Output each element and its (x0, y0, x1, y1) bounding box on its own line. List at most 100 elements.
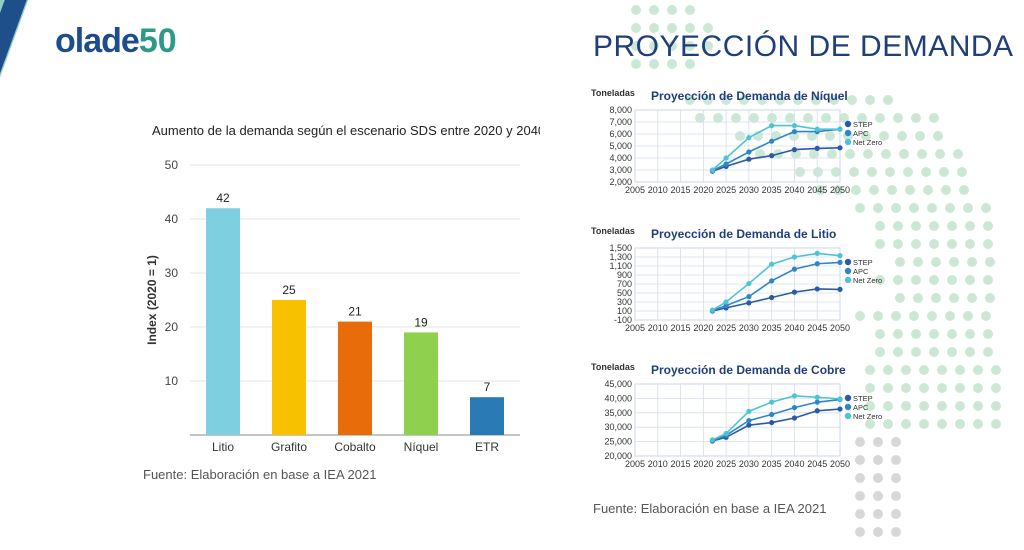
background-dot (891, 509, 901, 519)
x-tick-label: 2020 (693, 323, 713, 333)
data-point (837, 145, 843, 151)
y-axis-label: Index (2020 = 1) (145, 255, 159, 345)
x-tick-label: 2020 (693, 459, 713, 469)
x-tick-label: 2020 (693, 185, 713, 195)
y-tick-label: 40,000 (604, 393, 632, 403)
background-dot (919, 365, 929, 375)
x-tick-label: 2015 (671, 185, 691, 195)
chart-title: Proyección de Demanda de Cobre (651, 363, 846, 377)
data-point (769, 294, 775, 301)
x-tick-label: 2005 (625, 185, 645, 195)
data-point (791, 393, 798, 399)
background-dot (923, 185, 933, 195)
x-tick-label: 2040 (784, 323, 804, 333)
background-dot (959, 185, 969, 195)
data-point (746, 135, 752, 141)
bar-etr (470, 397, 504, 435)
source-note-left: Fuente: Elaboración en base a IEA 2021 (143, 467, 377, 482)
background-dot (931, 257, 941, 267)
background-dot (991, 365, 1001, 375)
data-point (814, 145, 820, 151)
page-title: PROYECCIÓN DE DEMANDA (593, 30, 1014, 63)
background-dot (649, 5, 659, 15)
background-dot (981, 311, 991, 321)
y-tick-label: 8,000 (609, 105, 632, 115)
background-dot (955, 419, 965, 429)
bar-value-label: 21 (348, 305, 362, 319)
background-dot (873, 491, 883, 501)
data-point (814, 250, 820, 256)
legend-label: STEP (853, 394, 873, 403)
background-dot (973, 383, 983, 393)
y-tick-label: 25,000 (604, 437, 632, 447)
x-tick-label: 2025 (716, 185, 736, 195)
legend-marker (844, 138, 852, 146)
background-dot (929, 113, 939, 123)
x-tick-label: 2010 (648, 459, 668, 469)
data-point (837, 406, 843, 412)
logo-text: olade (55, 22, 140, 60)
y-tick-label: 2,000 (609, 177, 632, 187)
series-line-step (712, 288, 841, 312)
background-dot (973, 419, 983, 429)
x-tick-label: 2030 (739, 185, 759, 195)
y-tick-label: 50 (165, 158, 179, 172)
background-dot (631, 5, 641, 15)
background-dot (947, 347, 957, 357)
legend-marker (844, 120, 852, 128)
y-tick-label: 300 (617, 297, 632, 307)
x-tick-label: 2015 (671, 459, 691, 469)
data-point (814, 286, 820, 292)
legend-label: APC (853, 403, 869, 412)
background-dot (667, 5, 677, 15)
x-tick-label: 2025 (716, 459, 736, 469)
y-axis-label: Toneladas (591, 362, 635, 372)
legend-marker (844, 276, 852, 284)
background-dot (891, 527, 901, 537)
y-tick-label: 35,000 (604, 408, 632, 418)
data-point (769, 138, 775, 144)
background-dot (991, 401, 1001, 411)
background-dot (955, 383, 965, 393)
y-tick-label: 7,000 (609, 117, 632, 127)
data-point (837, 253, 843, 259)
background-dot (973, 401, 983, 411)
data-point (769, 123, 775, 129)
data-point (814, 261, 820, 267)
y-tick-label: 20,000 (604, 451, 632, 461)
series-line-apc (712, 261, 841, 312)
y-tick-label: 100 (617, 306, 632, 316)
data-point (769, 419, 775, 426)
background-dot (983, 329, 993, 339)
data-point (746, 300, 752, 306)
bar-value-label: 42 (216, 191, 230, 205)
y-tick-label: -100 (614, 315, 632, 325)
background-dot (991, 419, 1001, 429)
background-dot (947, 239, 957, 249)
data-point (723, 161, 729, 167)
background-dot (985, 257, 995, 267)
background-dot (967, 257, 977, 267)
y-tick-label: 5,000 (609, 141, 632, 151)
x-tick-label: 2015 (671, 323, 691, 333)
background-dot (957, 167, 967, 177)
background-dot (685, 5, 695, 15)
series-line-net-zero (712, 252, 841, 311)
background-dot (985, 293, 995, 303)
data-point (791, 123, 798, 129)
data-point (791, 415, 798, 421)
legend-marker (844, 412, 852, 420)
source-note-right: Fuente: Elaboración en base a IEA 2021 (593, 501, 827, 516)
x-tick-label: 2005 (625, 323, 645, 333)
series-line-step (712, 147, 841, 172)
legend-label: Net Zero (853, 412, 882, 421)
data-point (837, 286, 843, 292)
background-dot (947, 329, 957, 339)
y-tick-label: 500 (617, 288, 632, 298)
x-tick-label: 2035 (762, 459, 782, 469)
legend-marker (844, 394, 852, 402)
data-point (837, 259, 843, 265)
data-point (791, 266, 798, 272)
background-dot (929, 275, 939, 285)
data-point (746, 280, 752, 287)
